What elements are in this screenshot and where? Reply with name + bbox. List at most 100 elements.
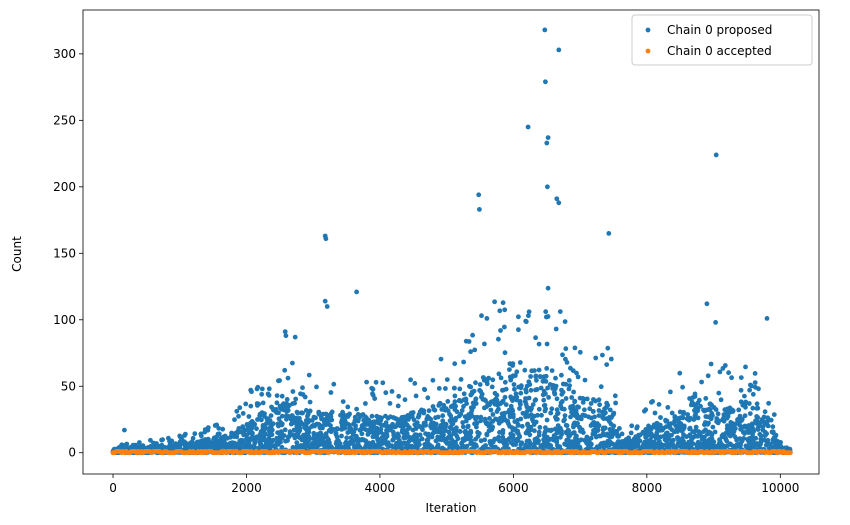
proposed-point — [722, 407, 728, 413]
proposed-point — [320, 441, 326, 447]
proposed-point — [716, 444, 721, 450]
proposed-point — [240, 411, 246, 416]
proposed-point — [596, 413, 602, 418]
proposed-point — [380, 380, 386, 386]
proposed-point — [537, 374, 543, 379]
proposed-point — [282, 329, 288, 335]
proposed-point — [524, 404, 530, 410]
proposed-point — [563, 346, 569, 352]
proposed-point — [286, 434, 292, 440]
proposed-point — [767, 441, 773, 447]
proposed-point — [637, 432, 643, 438]
proposed-point — [577, 425, 583, 430]
proposed-point — [725, 411, 731, 416]
proposed-point — [259, 391, 265, 397]
proposed-point — [269, 432, 275, 438]
proposed-point — [716, 390, 722, 396]
proposed-point — [549, 368, 555, 373]
proposed-point — [386, 427, 392, 433]
proposed-point — [204, 441, 210, 447]
proposed-point — [608, 356, 614, 362]
proposed-point — [721, 416, 727, 422]
proposed-point — [489, 384, 495, 390]
proposed-point — [713, 152, 719, 158]
proposed-point — [324, 441, 329, 447]
proposed-point — [548, 443, 554, 449]
proposed-point — [257, 411, 263, 417]
proposed-point — [559, 372, 564, 378]
proposed-point — [167, 438, 172, 444]
proposed-point — [312, 434, 318, 440]
proposed-point — [498, 328, 503, 333]
proposed-point — [545, 135, 551, 141]
proposed-point — [629, 423, 635, 429]
proposed-point — [359, 431, 365, 437]
x-tick-label: 10000 — [761, 481, 799, 495]
proposed-point — [679, 422, 684, 428]
proposed-point — [440, 418, 446, 424]
proposed-point — [543, 428, 548, 434]
proposed-point — [408, 377, 413, 383]
proposed-point — [399, 429, 405, 435]
proposed-point — [294, 423, 300, 428]
proposed-point — [526, 413, 531, 419]
proposed-point — [264, 421, 269, 426]
proposed-point — [454, 409, 460, 415]
proposed-point — [276, 410, 281, 416]
proposed-point — [322, 419, 327, 425]
accepted-point — [787, 450, 793, 456]
proposed-point — [696, 397, 702, 403]
proposed-point — [706, 406, 712, 412]
proposed-point — [432, 407, 438, 413]
proposed-point — [533, 373, 539, 379]
proposed-point — [663, 443, 668, 448]
proposed-point — [558, 434, 563, 440]
proposed-point — [510, 442, 516, 447]
proposed-point — [313, 440, 319, 446]
proposed-point — [312, 444, 318, 450]
proposed-point — [616, 433, 622, 439]
x-tick-label: 2000 — [231, 481, 262, 495]
proposed-point — [344, 435, 350, 441]
proposed-point — [544, 417, 550, 423]
proposed-point — [720, 366, 726, 371]
proposed-point — [211, 439, 217, 445]
proposed-point — [384, 433, 390, 439]
proposed-point — [742, 402, 748, 407]
proposed-point — [348, 441, 354, 446]
proposed-point — [572, 345, 578, 351]
proposed-point — [709, 411, 715, 416]
proposed-point — [449, 444, 455, 450]
proposed-point — [294, 417, 299, 423]
proposed-point — [554, 439, 560, 445]
proposed-point — [748, 436, 754, 442]
legend-marker — [645, 27, 651, 33]
proposed-point — [544, 314, 549, 320]
proposed-point — [744, 443, 749, 449]
proposed-point — [711, 405, 717, 410]
proposed-point — [593, 355, 599, 361]
proposed-point — [504, 419, 510, 424]
proposed-point — [752, 371, 758, 376]
proposed-point — [562, 319, 568, 324]
proposed-point — [413, 426, 419, 431]
proposed-point — [653, 436, 659, 441]
proposed-point — [490, 377, 496, 383]
proposed-point — [363, 401, 368, 406]
proposed-point — [345, 404, 351, 410]
proposed-point — [461, 438, 467, 443]
proposed-point — [445, 399, 451, 404]
proposed-point — [536, 406, 542, 412]
proposed-point — [254, 434, 260, 440]
proposed-point — [376, 443, 381, 449]
proposed-point — [749, 442, 755, 448]
proposed-point — [567, 433, 573, 439]
proposed-point — [366, 431, 371, 436]
proposed-point — [279, 393, 285, 399]
points-layer — [110, 27, 793, 456]
proposed-point — [401, 414, 407, 420]
proposed-point — [423, 422, 429, 428]
proposed-point — [276, 416, 282, 422]
proposed-point — [559, 391, 565, 397]
proposed-point — [507, 407, 512, 413]
